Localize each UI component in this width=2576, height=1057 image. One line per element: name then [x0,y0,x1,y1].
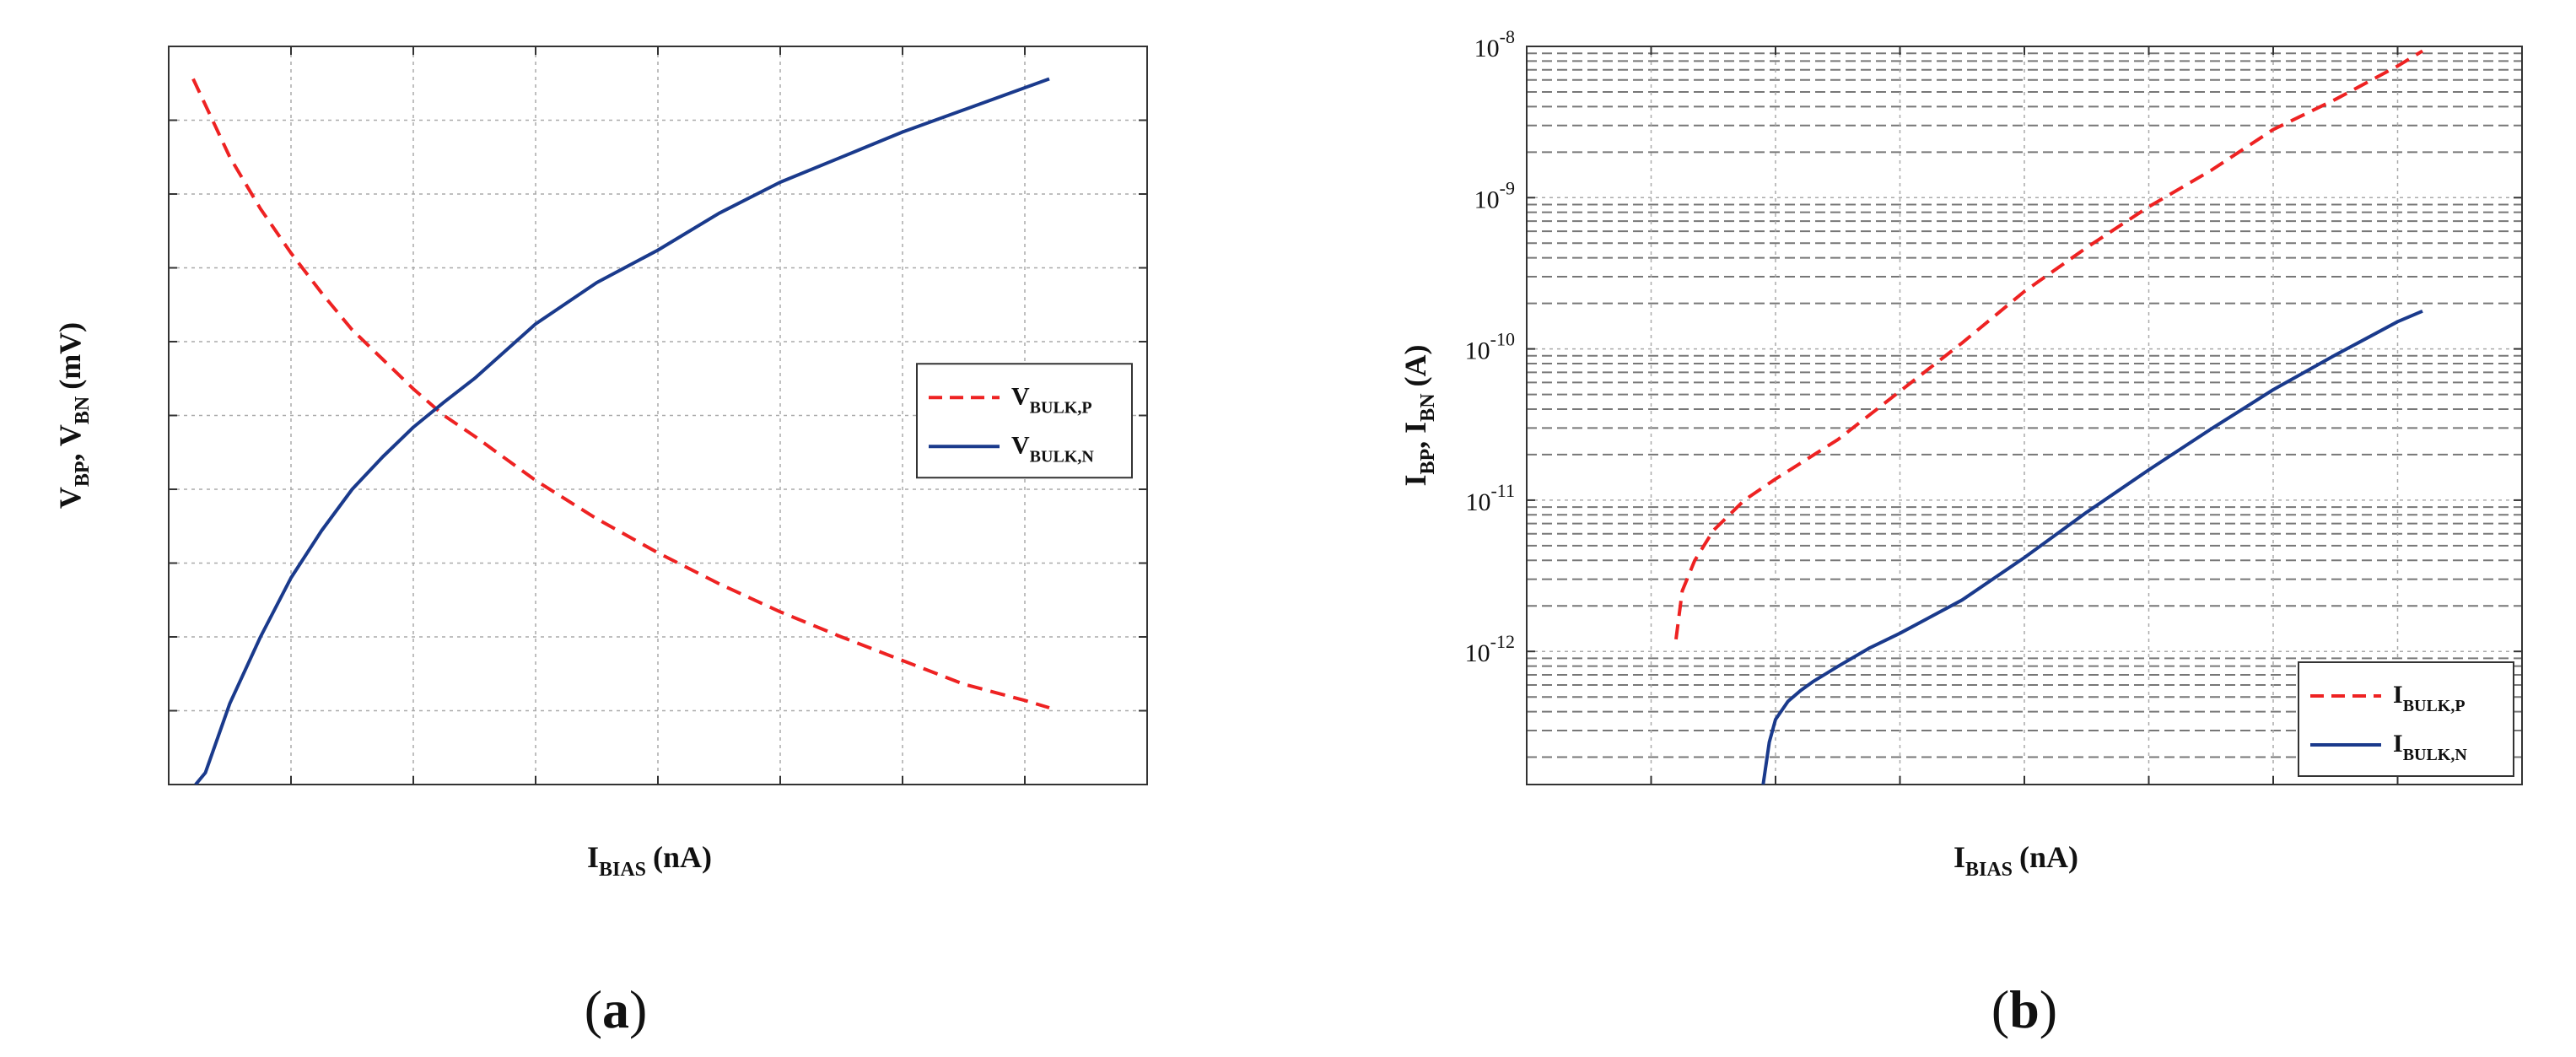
y-tick-exponent: -12 [1490,631,1515,652]
y-axis-label: IBP, IBN(A) [1398,344,1439,486]
legend-entry-sub: BULK,P [1030,398,1092,417]
y-axis-label-var2: I [1398,422,1432,434]
legend-entry: VBULK,P [1011,382,1092,417]
x-axis-label: IBIAS (nA) [587,840,712,881]
y-axis-label-var1: V [53,487,87,509]
series-line-bulk-p [191,78,1050,709]
panel-label: (a) [585,979,648,1039]
y-axis-label-sub2: BN [1417,393,1439,422]
x-axis-label-units: (nA) [2019,840,2078,874]
panel-label-close: ) [2040,979,2057,1039]
legend-entry-main: V [1011,431,1030,459]
major-gridlines [1527,46,2522,785]
y-tick-base: 10 [1474,186,1500,213]
y-tick-base: 10 [1465,488,1490,516]
legend-box [2298,661,2514,777]
y-axis-label-sub1: BP [1417,449,1439,475]
y-tick-label: 10-8 [1474,26,1515,62]
panel-label-letter: b [2009,979,2040,1039]
y-tick-label: 10-10 [1465,329,1515,365]
series-line-bulk-n [194,77,1050,785]
major-gridlines [169,46,1147,785]
y-tick-exponent: -10 [1490,329,1515,350]
legend-entry: IBULK,N [2393,730,2467,764]
panel-label: (b) [1991,979,2057,1039]
y-tick-base: 10 [1474,35,1500,62]
y-tick-exponent: -8 [1500,26,1515,47]
x-axis-label-sub: BIAS [599,859,646,881]
legend-entry-main: I [2393,730,2403,758]
panel-label-open: ( [585,979,602,1039]
y-axis-label-units: (mV) [53,322,87,390]
y-axis-label-units: (A) [1398,344,1432,386]
legend-entry-sub: BULK,N [2403,746,2468,764]
legend-entry-main: V [1011,382,1030,410]
y-tick-label: 10-11 [1465,480,1515,516]
x-axis-label-main: I [587,840,599,874]
y-axis-label-comma: , [53,446,87,461]
y-axis-label-sub1: BP [72,461,94,488]
y-axis-label-var2: V [53,424,87,446]
legend-entry: IBULK,P [2393,681,2466,715]
legend-entry-sub: BULK,P [2403,697,2466,715]
x-axis-label-units: (nA) [653,840,712,874]
y-axis-label-comma: , [1398,434,1432,449]
panel-label-letter: a [602,979,629,1039]
y-tick-exponent: -9 [1500,177,1515,198]
x-axis-label: IBIAS (nA) [1954,840,2078,881]
legend-entry-main: I [2393,681,2403,709]
x-axis-label-sub: BIAS [1965,859,2013,881]
y-tick-base: 10 [1465,337,1490,365]
series-line-bulk-p [1674,49,2424,640]
y-tick-label: 10-9 [1474,177,1515,213]
x-axis-label-main: I [1954,840,1965,874]
legend-entry-sub: BULK,N [1030,447,1095,466]
y-axis-label-var1: I [1398,475,1432,487]
series-line-bulk-n [1761,309,2423,785]
y-tick-label: 10-12 [1465,631,1515,667]
y-axis-label: VBP, VBN(mV) [53,322,94,509]
panel-label-close: ) [629,979,647,1039]
panel-label-open: ( [1991,979,2009,1039]
legend-box [916,363,1133,479]
y-axis-label-sub2: BN [72,396,94,424]
legend-entry: VBULK,N [1011,431,1094,466]
y-tick-exponent: -11 [1490,480,1515,501]
y-tick-base: 10 [1465,639,1490,667]
